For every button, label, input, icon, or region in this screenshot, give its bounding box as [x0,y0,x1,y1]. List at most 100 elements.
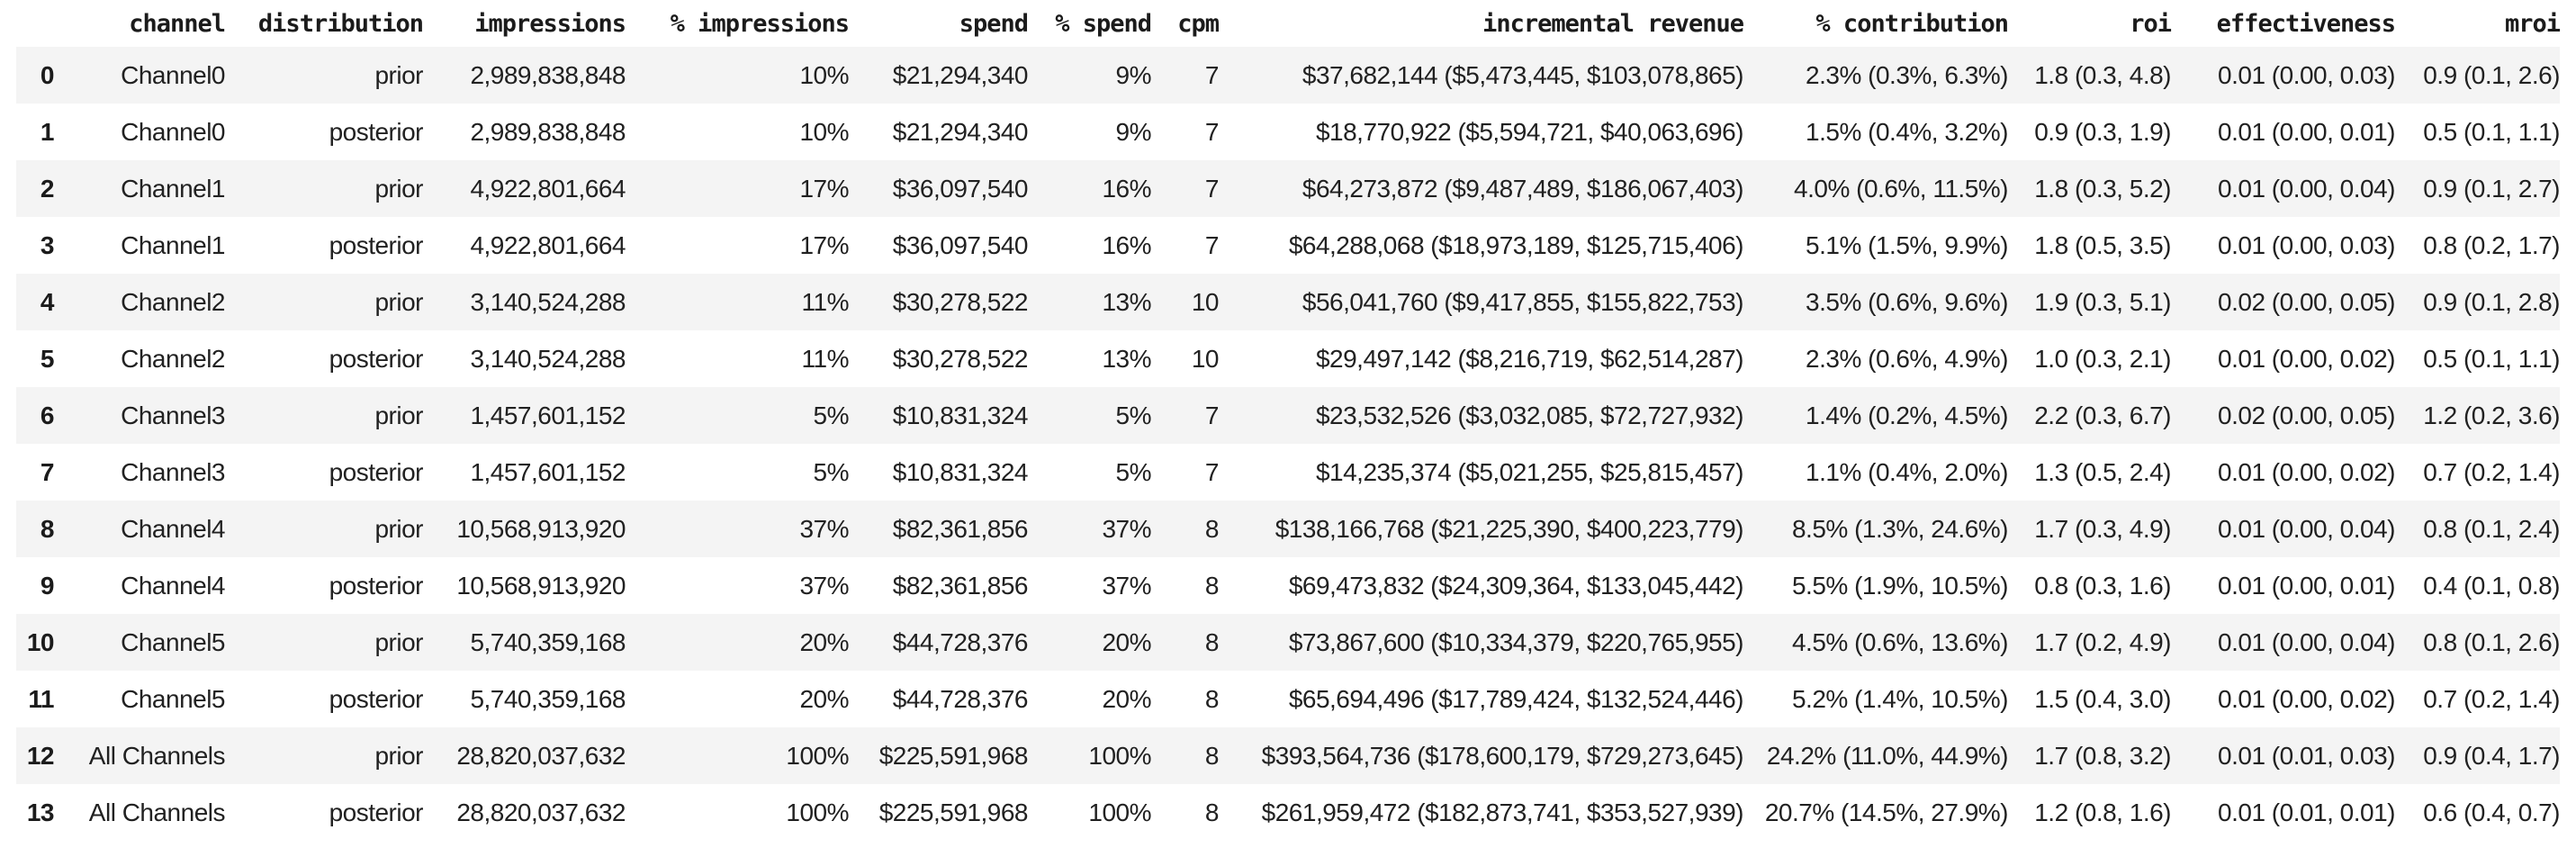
row-index-cell: 9 [40,571,55,600]
table-cell-spend: $225,591,968 [878,798,1029,826]
row-index-cell: 10 [26,627,55,656]
table-row: 9 Channel4 posterior 10,568,913,920 37% $82,3… [16,557,2561,614]
table-cell-pct-impressions: 17% [799,174,849,203]
table-cell-spend: $30,278,522 [892,344,1029,373]
row-index-cell: 11 [28,684,54,713]
table-cell-mroi: 0.5 (0.1, 1.1) [2423,344,2560,373]
row-index-cell: 5 [40,344,55,373]
channel-summary-table: channel distribution impressions % impressi… [16,0,2561,841]
table-cell-mroi: 0.9 (0.1, 2.8) [2423,287,2560,316]
table-cell-channel: Channel1 [121,174,225,203]
column-header-cpm: cpm [1177,9,1220,38]
table-cell-spend: $82,361,856 [892,514,1029,543]
table-cell-pct-impressions: 10% [799,117,849,146]
table-cell-cpm: 10 [1191,287,1220,316]
table-cell-impressions: 1,457,601,152 [470,457,626,486]
table-row: 11 Channel5 posterior 5,740,359,168 20% $44,7… [16,671,2560,727]
table-cell-mroi: 0.9 (0.4, 1.7) [2423,741,2560,770]
table-cell-roi: 0.8 (0.3, 1.6) [2034,571,2171,600]
table-cell-pct-contribution: 8.5% (1.3%, 24.6%) [1791,514,2009,543]
table-cell-channel: Channel0 [121,60,225,89]
table-body: 0 Channel0 prior 2,989,838,848 10% $21,294,34… [16,47,2561,841]
table-cell-pct-spend: 9% [1115,60,1152,89]
table-cell-pct-impressions: 11% [801,344,850,373]
table-cell-pct-spend: 13% [1102,344,1151,373]
table-cell-pct-spend: 37% [1102,571,1151,600]
table-cell-impressions: 3,140,524,288 [470,344,626,373]
table-cell-mroi: 0.4 (0.1, 0.8) [2423,571,2560,600]
table-cell-roi: 1.8 (0.3, 5.2) [2034,174,2171,203]
column-header-incremental-revenue: incremental revenue [1482,9,1744,38]
table-cell-cpm: 8 [1204,741,1220,770]
table-cell-distribution: posterior [329,571,424,600]
table-cell-pct-spend: 20% [1102,627,1151,656]
column-header-impressions: impressions [474,9,626,38]
table-cell-pct-impressions: 20% [799,684,849,713]
table-cell-distribution: posterior [329,344,424,373]
row-index-cell: 0 [40,60,55,89]
table-cell-spend: $82,361,856 [892,571,1029,600]
table-cell-pct-impressions: 17% [799,230,849,259]
table-cell-mroi: 0.8 (0.1, 2.4) [2423,514,2560,543]
table-cell-effectiveness: 0.01 (0.00, 0.02) [2218,457,2395,486]
table-cell-roi: 1.7 (0.8, 3.2) [2034,741,2171,770]
table-cell-cpm: 8 [1204,514,1220,543]
table-cell-impressions: 2,989,838,848 [470,60,626,89]
table-cell-cpm: 8 [1204,627,1220,656]
table-row: 12 All Channels prior 28,820,037,632 100% $22… [16,727,2561,784]
table-row: 1 Channel0 posterior 2,989,838,848 10% $21,29… [16,104,2561,160]
table-cell-roi: 1.3 (0.5, 2.4) [2034,457,2171,486]
table-cell-incremental-revenue: $14,235,374 ($5,021,255, $25,815,457) [1315,457,1744,486]
table-cell-spend: $10,831,324 [892,457,1029,486]
table-cell-channel: Channel1 [121,230,225,259]
table-cell-effectiveness: 0.01 (0.00, 0.03) [2218,230,2395,259]
table-cell-roi: 2.2 (0.3, 6.7) [2034,401,2171,429]
table-cell-spend: $21,294,340 [892,117,1029,146]
table-cell-impressions: 10,568,913,920 [456,514,626,543]
table-cell-roi: 1.9 (0.3, 5.1) [2034,287,2171,316]
table-cell-pct-contribution: 5.1% (1.5%, 9.9%) [1806,230,2008,259]
table-cell-cpm: 10 [1191,344,1220,373]
table-cell-channel: All Channels [88,741,226,770]
table-cell-mroi: 0.6 (0.4, 0.7) [2423,798,2560,826]
row-index-cell: 12 [26,741,55,770]
table-cell-cpm: 7 [1204,230,1220,259]
table-cell-distribution: posterior [329,798,424,826]
table-row: 7 Channel3 posterior 1,457,601,152 5% $10,831… [16,444,2561,501]
table-cell-pct-spend: 13% [1102,287,1151,316]
table-cell-distribution: prior [374,627,423,656]
table-cell-pct-spend: 16% [1102,230,1151,259]
table-cell-impressions: 2,989,838,848 [470,117,626,146]
table-cell-impressions: 3,140,524,288 [470,287,626,316]
table-row: 13 All Channels posterior 28,820,037,632 100… [16,784,2561,841]
table-cell-mroi: 1.2 (0.2, 3.6) [2423,401,2560,429]
table-cell-effectiveness: 0.01 (0.00, 0.04) [2218,627,2395,656]
table-cell-impressions: 28,820,037,632 [456,798,626,826]
table-cell-incremental-revenue: $138,166,768 ($21,225,390, $400,223,779) [1274,514,1744,543]
table-cell-pct-contribution: 2.3% (0.6%, 4.9%) [1806,344,2008,373]
table-cell-impressions: 4,922,801,664 [470,230,626,259]
table-cell-incremental-revenue: $56,041,760 ($9,417,855, $155,822,753) [1302,287,1744,316]
table-cell-spend: $10,831,324 [892,401,1029,429]
table-cell-cpm: 7 [1204,457,1220,486]
column-header-spend: spend [959,9,1029,38]
row-index-cell: 2 [40,174,55,203]
table-cell-channel: Channel5 [121,627,225,656]
table-cell-incremental-revenue: $393,564,736 ($178,600,179, $729,273,645… [1261,741,1744,770]
table-cell-channel: All Channels [88,798,226,826]
table-cell-spend: $21,294,340 [892,60,1029,89]
table-cell-pct-spend: 5% [1115,401,1152,429]
table-row: 6 Channel3 prior 1,457,601,152 5% $10,831,324… [16,387,2561,444]
table-cell-pct-contribution: 2.3% (0.3%, 6.3%) [1806,60,2008,89]
row-index-cell: 13 [26,798,55,826]
column-header-mroi: mroi [2504,9,2561,38]
table-cell-cpm: 8 [1204,571,1220,600]
table-cell-channel: Channel5 [121,684,225,713]
table-cell-effectiveness: 0.01 (0.00, 0.01) [2218,117,2395,146]
table-cell-effectiveness: 0.01 (0.00, 0.02) [2218,344,2395,373]
table-cell-channel: Channel4 [121,571,225,600]
table-cell-effectiveness: 0.01 (0.01, 0.01) [2218,798,2395,826]
table-cell-impressions: 4,922,801,664 [470,174,626,203]
table-cell-pct-impressions: 5% [813,457,850,486]
table-cell-distribution: posterior [329,230,424,259]
